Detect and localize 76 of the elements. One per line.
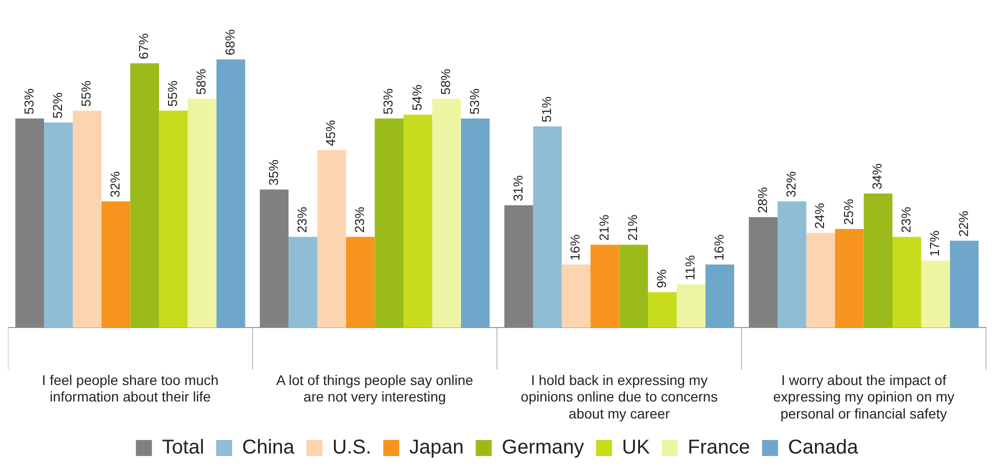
- bar: [15, 118, 44, 328]
- data-label: 54%: [409, 84, 424, 111]
- legend-label: UK: [622, 436, 650, 459]
- bar: [778, 201, 806, 328]
- data-label: 16%: [568, 234, 583, 260]
- bar: [892, 236, 922, 328]
- bar: [806, 232, 836, 328]
- bar: [921, 260, 950, 328]
- data-label: 24%: [812, 202, 828, 229]
- bar: [72, 110, 102, 328]
- x-tick-label: I feel people share too much information about their life: [42, 372, 219, 405]
- x-tick-label: I worry about the impact of expressing my opinion on my personal or financial safety: [773, 372, 954, 422]
- bar: [158, 110, 188, 328]
- bar: [835, 228, 864, 328]
- data-label: 22%: [956, 210, 971, 237]
- legend-label: U.S.: [332, 436, 372, 459]
- data-label: 53%: [21, 88, 36, 115]
- data-label: 68%: [222, 28, 238, 56]
- data-label: 25%: [840, 198, 856, 225]
- data-label: 17%: [927, 230, 942, 257]
- data-label: 21%: [596, 214, 612, 241]
- bar: [102, 201, 130, 328]
- legend-label: China: [242, 436, 296, 459]
- bar: [533, 126, 562, 328]
- bar: [864, 193, 892, 328]
- data-label: 9%: [654, 268, 669, 288]
- bar: [619, 244, 648, 328]
- data-label: 53%: [466, 88, 482, 115]
- bar: [216, 59, 246, 328]
- x-tick-label: A lot of things people say online are not very interesting: [276, 372, 474, 405]
- data-label: 11%: [682, 254, 698, 280]
- bar: [676, 284, 706, 328]
- bar: [317, 150, 346, 328]
- data-label: 28%: [754, 186, 770, 214]
- bar: [562, 264, 591, 328]
- bar: [130, 63, 159, 328]
- legend-label: Japan: [409, 436, 464, 459]
- bar: [432, 98, 461, 328]
- bar: [460, 118, 490, 328]
- data-label: 16%: [711, 234, 726, 260]
- data-label: 32%: [107, 170, 122, 198]
- bar: [504, 205, 534, 328]
- bar: [374, 118, 404, 328]
- data-label: 34%: [870, 163, 885, 190]
- data-label: 45%: [323, 120, 338, 146]
- legend-label: France: [688, 436, 750, 459]
- bar: [590, 244, 620, 328]
- bar: [403, 114, 432, 328]
- data-label: 53%: [380, 88, 396, 115]
- bar: [346, 236, 375, 328]
- bar: [44, 122, 73, 328]
- data-label: 23%: [294, 206, 310, 233]
- x-tick-label: I hold back in expressing my opinions online due to concerns about my career: [520, 372, 718, 422]
- bar: [288, 236, 318, 328]
- data-label: 23%: [352, 206, 367, 233]
- legend-label: Canada: [788, 436, 859, 459]
- legend-label: Total: [162, 436, 204, 459]
- bar: [950, 240, 979, 328]
- bar: [748, 217, 778, 328]
- data-label: 21%: [625, 214, 640, 241]
- data-label: 23%: [898, 206, 914, 233]
- data-label: 51%: [539, 96, 554, 122]
- data-label: 32%: [784, 170, 799, 198]
- bar: [705, 264, 734, 328]
- data-label: 55%: [78, 80, 94, 107]
- data-label: 58%: [194, 68, 209, 95]
- data-label: 35%: [266, 159, 281, 186]
- bar: [188, 98, 216, 328]
- bar: [260, 190, 289, 328]
- data-label: 52%: [50, 92, 66, 118]
- bar: [648, 292, 677, 328]
- data-label: 58%: [438, 68, 454, 95]
- legend-label: Germany: [502, 436, 584, 459]
- data-label: 55%: [164, 80, 180, 107]
- data-label: 31%: [510, 174, 526, 202]
- data-label: 67%: [136, 32, 152, 60]
